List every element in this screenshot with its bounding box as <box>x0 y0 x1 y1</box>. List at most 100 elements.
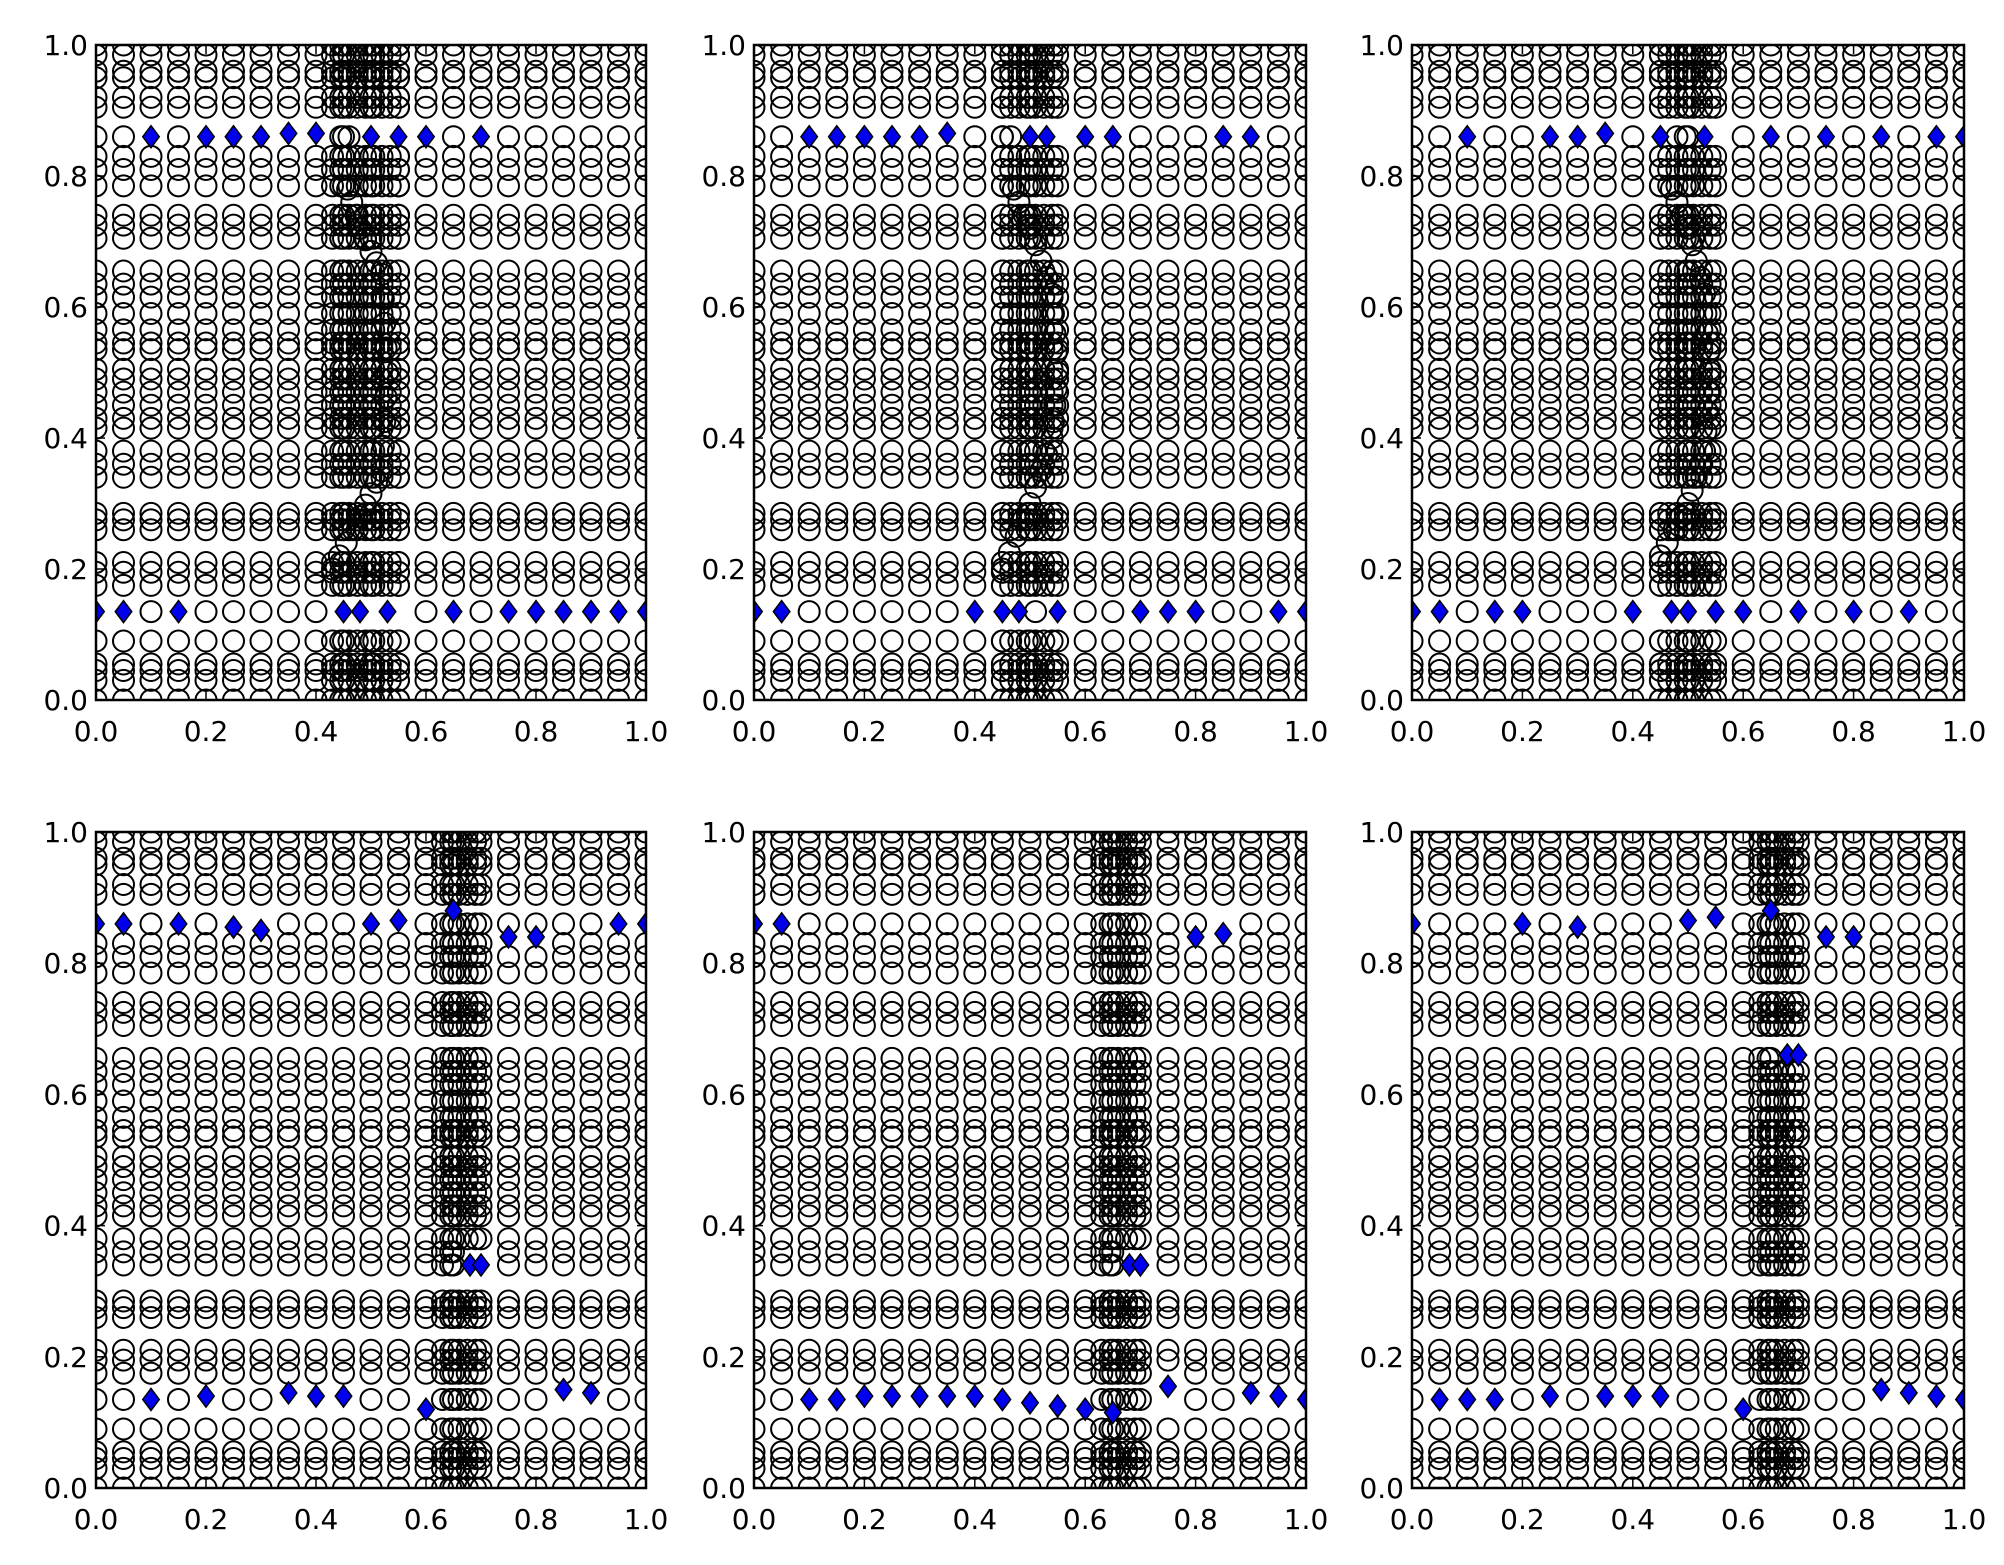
circle-point <box>304 393 328 417</box>
circle-point <box>607 1417 630 1441</box>
circle-point <box>1412 174 1424 198</box>
circle-point <box>304 1181 328 1205</box>
circle-point <box>1510 452 1534 476</box>
circle-point <box>1483 45 1507 67</box>
circle-point <box>825 1361 849 1385</box>
circle-point <box>464 1145 487 1169</box>
circle-point <box>990 629 1014 653</box>
circle-point <box>1566 439 1590 463</box>
circle-point <box>908 600 932 624</box>
circle-point <box>387 501 410 525</box>
circle-point <box>825 45 849 57</box>
circle-point <box>1412 213 1424 237</box>
circle-point <box>112 85 135 109</box>
circle-point <box>359 961 383 985</box>
circle-point <box>1842 416 1866 440</box>
circle-point <box>332 1446 355 1470</box>
circle-point <box>908 338 932 362</box>
circle-point <box>1184 659 1208 683</box>
circle-point <box>1759 259 1783 283</box>
circle-point <box>524 1204 548 1228</box>
circle-point <box>552 144 575 168</box>
circle-point <box>1428 259 1452 283</box>
circle-point <box>1673 338 1697 362</box>
circle-point <box>332 1296 355 1320</box>
circle-point <box>249 1253 273 1277</box>
circle-point <box>1695 400 1719 424</box>
circle-point <box>1731 66 1755 90</box>
circle-point <box>797 1348 821 1372</box>
circle-point <box>359 1296 383 1320</box>
circle-point <box>524 439 548 463</box>
circle-point <box>1698 659 1722 683</box>
circle-point <box>999 550 1023 574</box>
circle-point <box>222 961 245 985</box>
circle-point <box>194 560 218 584</box>
circle-point <box>770 668 794 692</box>
circle-point <box>194 85 218 109</box>
circle-point <box>1657 465 1681 489</box>
circle-point <box>524 1155 548 1179</box>
circle-point <box>880 452 904 476</box>
circle-point <box>321 331 344 355</box>
circle-point <box>963 45 987 57</box>
circle-point <box>304 1145 328 1169</box>
circle-point <box>1621 518 1645 542</box>
circle-point <box>222 1073 245 1097</box>
circle-point <box>1786 318 1810 342</box>
circle-point <box>1101 157 1125 181</box>
circle-point <box>277 1296 300 1320</box>
circle-point <box>167 393 190 417</box>
circle-point <box>464 1296 487 1320</box>
circle-point <box>634 832 646 854</box>
circle-point <box>1184 1446 1208 1470</box>
circle-point <box>999 406 1023 430</box>
circle-point <box>332 832 355 854</box>
circle-point <box>1294 1305 1306 1329</box>
circle-point <box>634 367 646 391</box>
circle-point <box>439 1387 463 1411</box>
circle-point <box>1483 338 1507 362</box>
circle-point <box>1897 688 1921 700</box>
circle-point <box>852 226 876 250</box>
circle-point <box>1704 174 1728 198</box>
circle-point <box>1510 508 1534 532</box>
circle-point <box>167 1289 190 1313</box>
circle-point <box>332 853 355 877</box>
circle-point <box>359 945 383 969</box>
circle-point <box>387 1417 410 1441</box>
circle-point <box>1046 1456 1070 1480</box>
circle-point <box>634 1000 646 1024</box>
circle-point <box>1704 226 1728 250</box>
circle-point <box>1621 560 1645 584</box>
circle-point <box>167 659 190 683</box>
circle-point <box>442 668 465 692</box>
circle-point <box>1698 157 1722 181</box>
circle-point <box>1024 233 1048 257</box>
circle-point <box>770 259 794 283</box>
circle-point <box>1239 452 1263 476</box>
circle-point <box>96 1253 108 1277</box>
circle-point <box>1184 652 1208 676</box>
circle-point <box>222 1348 245 1372</box>
circle-point <box>497 125 520 149</box>
circle-point <box>1211 380 1235 404</box>
circle-point <box>852 59 876 83</box>
circle-point <box>579 1227 603 1251</box>
circle-point <box>497 991 520 1015</box>
circle-point <box>277 560 300 584</box>
circle-point <box>607 1289 630 1313</box>
circle-point <box>442 66 465 90</box>
circle-point <box>1294 174 1306 198</box>
circle-point <box>1015 652 1039 676</box>
circle-point <box>112 465 135 489</box>
circle-point <box>1483 357 1507 381</box>
x-tick-label: 0.6 <box>1721 715 1766 748</box>
circle-point <box>1007 406 1031 430</box>
circle-point <box>552 157 575 181</box>
circle-point <box>345 393 369 417</box>
circle-point <box>1428 393 1452 417</box>
circle-point <box>345 439 369 463</box>
circle-point <box>1682 203 1706 227</box>
y-tick-label: 1.0 <box>1359 29 1404 62</box>
